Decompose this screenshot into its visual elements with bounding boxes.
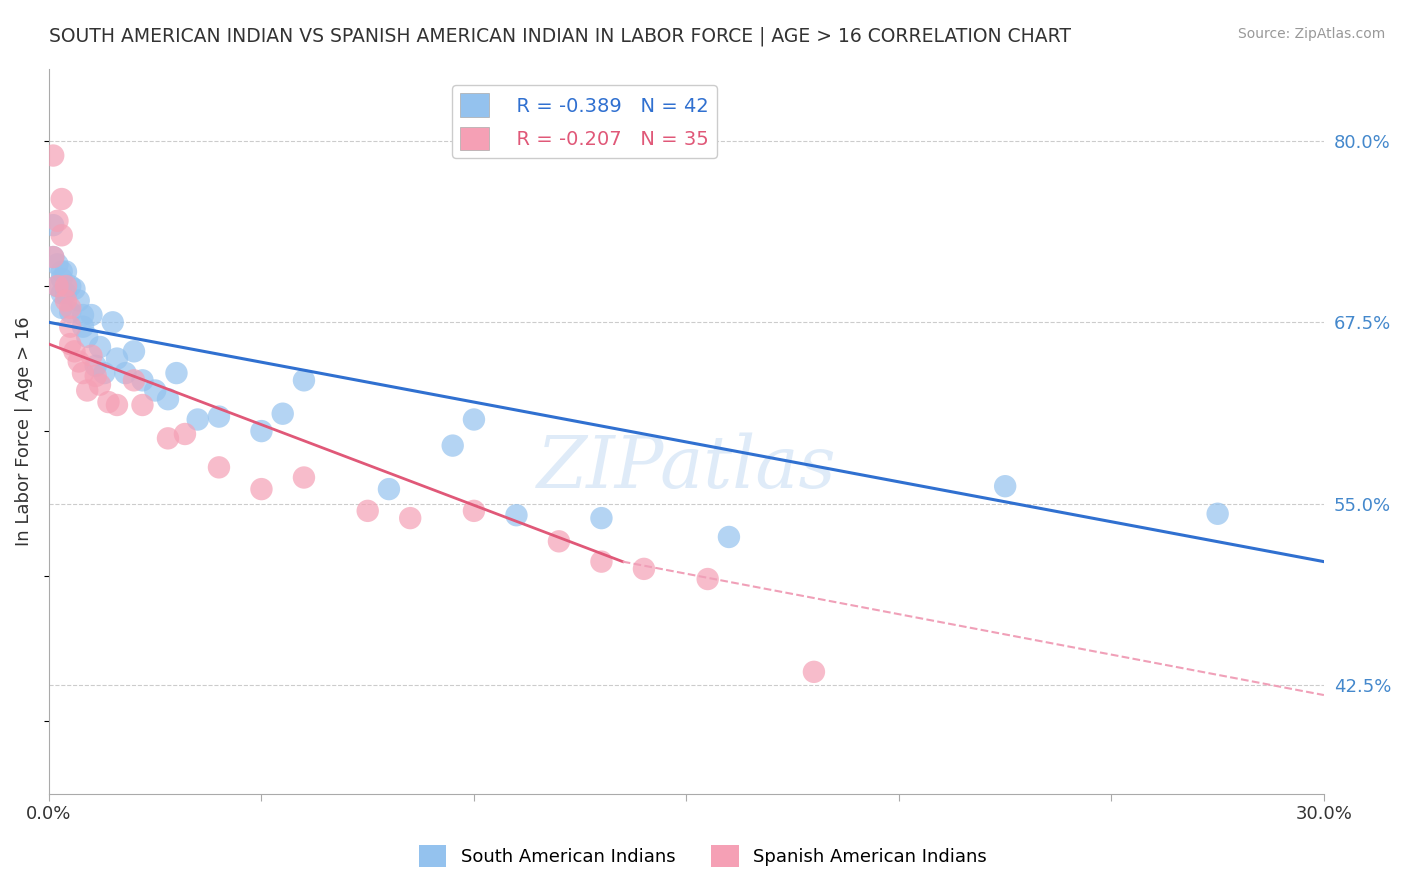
Point — [378, 482, 401, 496]
Point — [696, 572, 718, 586]
Point — [548, 534, 571, 549]
Point — [59, 305, 82, 319]
Point — [143, 384, 166, 398]
Point — [46, 279, 69, 293]
Point — [187, 412, 209, 426]
Point — [84, 359, 107, 373]
Point — [89, 377, 111, 392]
Legend: South American Indians, Spanish American Indians: South American Indians, Spanish American… — [412, 838, 994, 874]
Point — [55, 264, 77, 278]
Point — [55, 293, 77, 308]
Point — [76, 330, 98, 344]
Text: ZIPatlas: ZIPatlas — [537, 432, 837, 502]
Point — [292, 373, 315, 387]
Point — [46, 257, 69, 271]
Point — [59, 337, 82, 351]
Point — [59, 279, 82, 293]
Point — [101, 315, 124, 329]
Point — [463, 504, 485, 518]
Point — [357, 504, 380, 518]
Point — [42, 218, 65, 232]
Point — [114, 366, 136, 380]
Point — [174, 427, 197, 442]
Point — [42, 250, 65, 264]
Point — [89, 340, 111, 354]
Point — [67, 354, 90, 368]
Point — [63, 282, 86, 296]
Text: Source: ZipAtlas.com: Source: ZipAtlas.com — [1237, 27, 1385, 41]
Point — [76, 384, 98, 398]
Point — [505, 508, 527, 523]
Point — [51, 286, 73, 301]
Point — [131, 373, 153, 387]
Point — [208, 409, 231, 424]
Point — [46, 214, 69, 228]
Point — [63, 344, 86, 359]
Point — [250, 424, 273, 438]
Point — [633, 562, 655, 576]
Point — [156, 431, 179, 445]
Point — [994, 479, 1017, 493]
Point — [51, 228, 73, 243]
Point — [131, 398, 153, 412]
Point — [72, 319, 94, 334]
Point — [51, 272, 73, 286]
Point — [72, 308, 94, 322]
Point — [441, 439, 464, 453]
Point — [105, 351, 128, 366]
Point — [67, 293, 90, 308]
Point — [93, 366, 115, 380]
Point — [591, 555, 613, 569]
Point — [156, 392, 179, 407]
Point — [717, 530, 740, 544]
Point — [46, 279, 69, 293]
Point — [97, 395, 120, 409]
Point — [803, 665, 825, 679]
Point — [55, 279, 77, 293]
Text: SOUTH AMERICAN INDIAN VS SPANISH AMERICAN INDIAN IN LABOR FORCE | AGE > 16 CORRE: SOUTH AMERICAN INDIAN VS SPANISH AMERICA… — [49, 27, 1071, 46]
Point — [105, 398, 128, 412]
Point — [166, 366, 188, 380]
Point — [80, 308, 103, 322]
Y-axis label: In Labor Force | Age > 16: In Labor Force | Age > 16 — [15, 317, 32, 546]
Point — [42, 250, 65, 264]
Point — [59, 301, 82, 315]
Point — [51, 301, 73, 315]
Point — [51, 192, 73, 206]
Point — [271, 407, 294, 421]
Point — [122, 373, 145, 387]
Point — [122, 344, 145, 359]
Point — [250, 482, 273, 496]
Point — [59, 319, 82, 334]
Point — [1206, 507, 1229, 521]
Point — [463, 412, 485, 426]
Legend:   R = -0.389   N = 42,   R = -0.207   N = 35: R = -0.389 N = 42, R = -0.207 N = 35 — [451, 86, 717, 158]
Point — [591, 511, 613, 525]
Point — [51, 264, 73, 278]
Point — [208, 460, 231, 475]
Point — [42, 148, 65, 162]
Point — [80, 349, 103, 363]
Point — [72, 366, 94, 380]
Point — [399, 511, 422, 525]
Point — [55, 286, 77, 301]
Point — [292, 470, 315, 484]
Point — [84, 369, 107, 384]
